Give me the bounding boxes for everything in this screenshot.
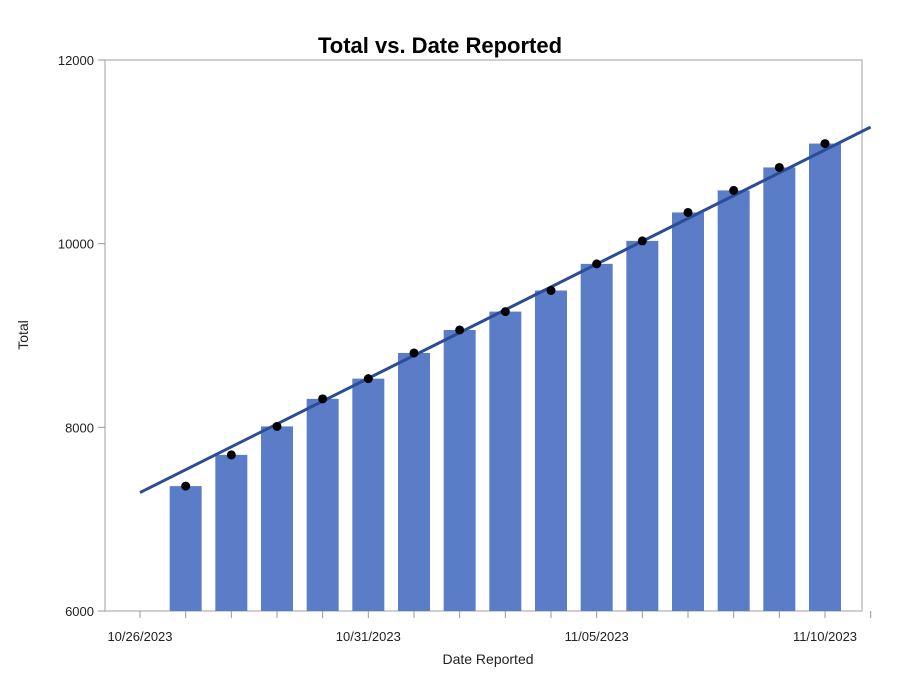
bar <box>763 167 796 611</box>
data-point <box>318 394 328 404</box>
chart-title: Total vs. Date Reported <box>318 33 562 58</box>
bar <box>626 240 659 611</box>
data-point <box>226 450 236 460</box>
bar <box>352 378 385 611</box>
y-axis: 6000 8000 10000 12000 <box>58 53 105 619</box>
bar <box>535 290 567 611</box>
bars-group <box>169 143 841 612</box>
y-tick-label: 6000 <box>65 604 94 619</box>
x-axis-label: Date Reported <box>442 651 533 667</box>
plot-frame <box>104 59 863 612</box>
bar <box>261 426 293 611</box>
y-tick-label: 12000 <box>58 53 94 68</box>
x-tick-label: 11/10/2023 <box>793 629 857 644</box>
data-point <box>637 236 647 246</box>
data-point <box>363 374 373 384</box>
points-group <box>181 139 830 491</box>
bar <box>809 143 841 611</box>
bar <box>489 311 522 611</box>
bar <box>580 263 613 611</box>
data-point <box>546 286 556 296</box>
data-point <box>455 325 465 335</box>
bar <box>717 190 750 612</box>
bar <box>215 454 248 611</box>
data-point <box>729 185 739 195</box>
bar <box>443 329 476 611</box>
y-axis-label: Total <box>15 320 31 350</box>
x-tick-label: 11/05/2023 <box>565 629 629 644</box>
data-point <box>500 307 510 317</box>
bar <box>672 212 704 611</box>
x-axis: 10/26/2023 10/31/2023 11/05/2023 11/10/2023 <box>107 611 872 644</box>
bar <box>306 398 339 611</box>
bar <box>169 486 202 611</box>
y-tick-label: 10000 <box>58 237 94 252</box>
data-point <box>409 348 419 358</box>
bar <box>398 352 430 611</box>
data-point <box>820 139 830 149</box>
data-point <box>272 421 282 431</box>
data-point <box>774 162 784 172</box>
x-tick-label: 10/31/2023 <box>336 629 401 644</box>
data-point <box>683 207 693 217</box>
x-tick-label: 10/26/2023 <box>107 629 172 644</box>
data-point <box>592 259 602 269</box>
data-point <box>181 481 191 491</box>
y-tick-label: 8000 <box>65 420 94 435</box>
